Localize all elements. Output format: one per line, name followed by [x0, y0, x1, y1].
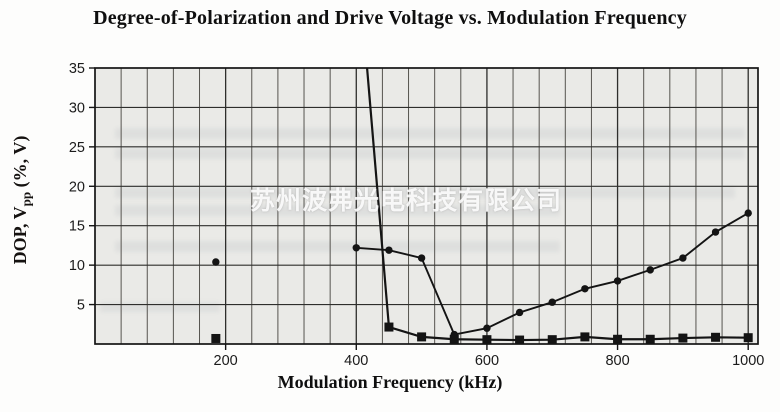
data-point-circle — [581, 285, 589, 293]
series-vpp — [211, 68, 753, 344]
data-point-square — [678, 333, 688, 343]
ghost-text-artifact — [115, 241, 560, 252]
ghost-text-artifact — [100, 302, 220, 312]
data-point-circle — [483, 324, 491, 332]
data-point-square — [211, 333, 221, 343]
series-dop — [212, 209, 752, 339]
data-point-square — [449, 334, 459, 344]
data-point-square — [384, 322, 394, 332]
y-tick-label: 10 — [69, 258, 85, 274]
plot-background — [95, 68, 758, 344]
data-point-square — [743, 333, 753, 343]
watermark-text: 苏州波弗光电科技有限公司 — [250, 187, 563, 215]
y-tick-label: 5 — [77, 298, 85, 314]
data-point-square — [482, 335, 492, 344]
y-tick-label: 15 — [69, 219, 85, 235]
data-point-square — [645, 334, 655, 344]
data-point-circle — [711, 228, 720, 236]
ghost-text-artifact — [115, 187, 735, 198]
x-minor-gridlines — [120, 68, 723, 344]
y-axis-label-subscript: pp — [18, 191, 34, 207]
ghost-text-artifact — [115, 128, 745, 139]
data-point-circle — [548, 298, 556, 306]
x-axis-label: Modulation Frequency (kHz) — [277, 372, 503, 392]
series-line — [356, 212, 749, 336]
data-point-circle — [417, 254, 426, 262]
x-tick-label: 1000 — [732, 353, 764, 369]
data-point-square — [547, 335, 557, 344]
y-axis-label-units: (%, V) — [10, 135, 30, 192]
data-point-circle — [679, 254, 687, 262]
x-tick-label: 200 — [214, 353, 238, 369]
x-tick-label: 400 — [344, 353, 368, 369]
ghost-text-artifact — [115, 148, 745, 159]
plot-border — [94, 67, 759, 345]
y-axis-label: DOP, Vpp (%, V) — [10, 60, 34, 340]
y-axis-label-main: DOP, V — [10, 206, 30, 265]
y-tick-label: 20 — [69, 179, 85, 195]
data-point-square — [515, 335, 525, 344]
x-tick-label: 800 — [605, 353, 629, 369]
data-point-square — [580, 332, 590, 342]
data-point-circle — [515, 308, 524, 317]
chart-title: Degree-of-Polarization and Drive Voltage… — [93, 7, 687, 29]
data-point-square — [711, 332, 721, 342]
data-point-circle — [385, 246, 393, 254]
y-tick-label: 30 — [69, 100, 85, 116]
y-axis-ticks: 5 10 15 20 25 30 35 — [69, 61, 95, 314]
data-point-circle — [352, 244, 360, 252]
data-point-square — [613, 334, 623, 344]
y-tick-label: 35 — [69, 61, 85, 77]
data-point-circle — [212, 258, 220, 266]
ghost-text-artifact — [115, 205, 560, 216]
x-major-gridlines — [224, 68, 749, 344]
data-point-square — [417, 332, 427, 342]
data-point-circle — [744, 209, 752, 217]
data-point-circle — [613, 277, 622, 285]
y-tick-label: 25 — [69, 140, 85, 156]
x-axis-ticks: 200 400 600 800 1000 — [214, 344, 764, 369]
data-point-circle — [646, 266, 654, 274]
x-tick-label: 600 — [475, 353, 499, 369]
